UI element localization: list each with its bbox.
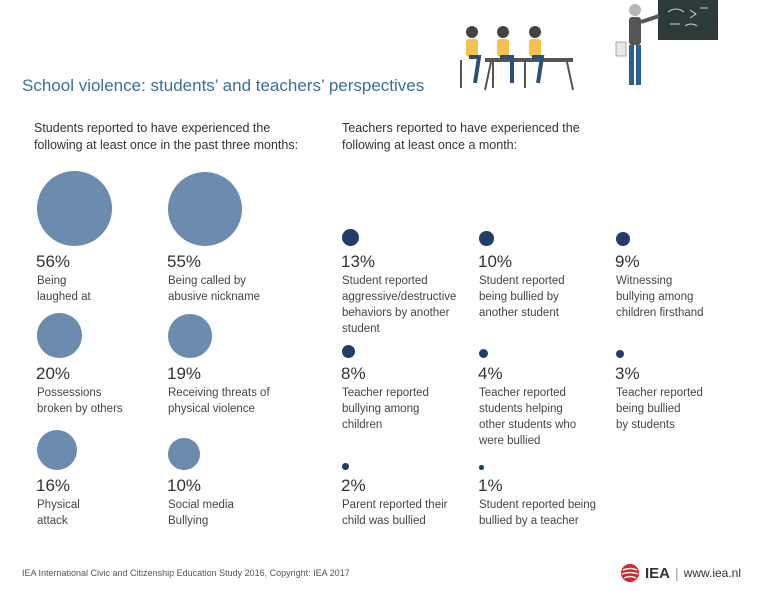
iea-globe-icon	[621, 564, 639, 582]
bubble-mark	[616, 349, 625, 358]
value-label: 3%	[615, 364, 640, 383]
value-label: 9%	[615, 252, 640, 271]
value-label: 13%	[341, 252, 376, 271]
classroom-illustration-icon	[460, 0, 718, 91]
footer-source: IEA International Civic and Citizenship …	[22, 568, 350, 578]
category-label: Possessions broken by others	[37, 387, 123, 415]
value-label: 56%	[36, 252, 71, 271]
category-label: Physical attack	[37, 499, 80, 527]
blackboard-icon	[658, 0, 718, 40]
bubble-mark	[37, 171, 112, 246]
brand-url[interactable]: www.iea.nl	[683, 566, 742, 580]
value-label: 8%	[341, 364, 366, 383]
category-label: Receiving threats of physical violence	[168, 387, 270, 415]
bubble-mark	[342, 344, 356, 358]
teachers-intro: Teachers reported to have experienced th…	[342, 121, 580, 152]
category-label: Social media Bullying	[168, 499, 234, 527]
bubble-mark	[479, 348, 489, 358]
value-label: 55%	[167, 252, 202, 271]
value-label: 19%	[167, 364, 202, 383]
value-label: 20%	[36, 364, 71, 383]
category-label: Being laughed at	[37, 275, 91, 303]
students-intro: Students reported to have experienced th…	[34, 121, 299, 152]
bubble-mark	[168, 438, 200, 470]
category-label: Parent reported their child was bullied	[342, 499, 448, 527]
student-figure-icon	[524, 26, 545, 88]
category-label: Student reported being bullied by anothe…	[479, 275, 565, 319]
teacher-figure-icon	[615, 4, 660, 85]
student-figure-icon	[460, 26, 482, 88]
category-label: Teacher reported being bullied by studen…	[616, 387, 703, 431]
value-label: 10%	[167, 476, 202, 495]
brand-separator: |	[675, 565, 679, 581]
student-figure-icon	[492, 26, 514, 88]
page-title: School violence: students’ and teachers’…	[22, 76, 425, 95]
bubble-mark	[616, 231, 631, 246]
bubble-mark	[37, 430, 77, 470]
bubble-mark	[342, 463, 349, 470]
category-label: Teacher reported students helping other …	[479, 387, 577, 447]
bubble-mark	[37, 313, 82, 358]
bubble-mark	[168, 171, 243, 246]
value-label: 10%	[478, 252, 513, 271]
value-label: 1%	[478, 476, 503, 495]
category-label: Student reported aggressive/destructive …	[342, 275, 457, 335]
bubble-mark	[168, 314, 212, 358]
value-label: 16%	[36, 476, 71, 495]
brand-logo[interactable]: IEA | www.iea.nl	[620, 562, 741, 584]
category-label: Student reported being bullied by a teac…	[479, 499, 597, 527]
bubble-mark	[342, 229, 359, 246]
bubble-mark	[479, 231, 494, 246]
category-label: Witnessing bullying among children first…	[616, 275, 704, 319]
value-label: 2%	[341, 476, 366, 495]
brand-name: IEA	[645, 564, 671, 582]
bubble-mark	[479, 465, 484, 470]
category-label: Being called by abusive nickname	[168, 275, 261, 303]
value-label: 4%	[478, 364, 503, 383]
category-label: Teacher reported bullying among children	[342, 387, 429, 431]
